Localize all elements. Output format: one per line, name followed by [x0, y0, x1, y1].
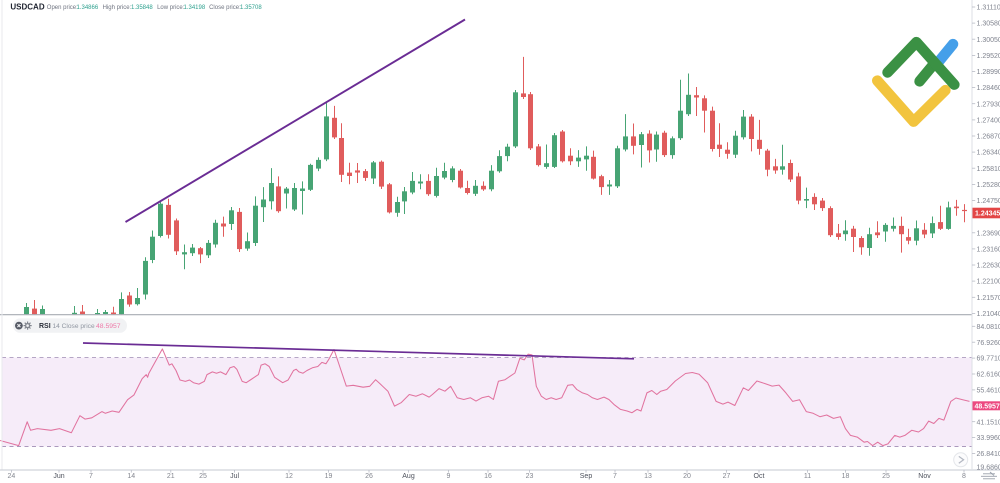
svg-text:27: 27 — [723, 473, 731, 480]
svg-text:18: 18 — [842, 473, 850, 480]
svg-text:55.4610: 55.4610 — [977, 388, 1000, 395]
svg-text:Aug: Aug — [402, 473, 415, 480]
svg-text:1.35708: 1.35708 — [240, 5, 262, 11]
svg-text:12: 12 — [285, 473, 293, 480]
svg-text:Open price:: Open price: — [47, 5, 78, 11]
svg-text:1.30580: 1.30580 — [977, 21, 1000, 28]
svg-text:8: 8 — [962, 473, 966, 480]
svg-text:1.21040: 1.21040 — [977, 311, 1000, 318]
svg-text:1.25810: 1.25810 — [977, 166, 1000, 173]
svg-text:48.5957: 48.5957 — [975, 403, 1000, 410]
svg-text:9: 9 — [447, 473, 451, 480]
svg-text:1.34866: 1.34866 — [77, 5, 99, 11]
svg-text:1.23690: 1.23690 — [977, 230, 1000, 237]
svg-text:1.21570: 1.21570 — [977, 295, 1000, 302]
svg-text:21: 21 — [167, 473, 175, 480]
svg-text:76.9260: 76.9260 — [977, 340, 1000, 347]
svg-text:Nov: Nov — [918, 473, 931, 480]
svg-text:7: 7 — [613, 473, 617, 480]
svg-text:USDCAD: USDCAD — [10, 2, 44, 11]
svg-text:14: 14 — [127, 473, 135, 480]
svg-text:62.6160: 62.6160 — [977, 372, 1000, 379]
svg-text:13: 13 — [644, 473, 652, 480]
svg-text:1.27930: 1.27930 — [977, 101, 1000, 108]
svg-text:24: 24 — [8, 473, 16, 480]
svg-text:1.35848: 1.35848 — [131, 5, 153, 11]
svg-text:33.9960: 33.9960 — [977, 435, 1000, 442]
svg-text:25: 25 — [199, 473, 207, 480]
svg-text:1.26340: 1.26340 — [977, 150, 1000, 157]
svg-text:1.22100: 1.22100 — [977, 279, 1000, 286]
svg-text:1.27400: 1.27400 — [977, 118, 1000, 125]
svg-text:1.22630: 1.22630 — [977, 263, 1000, 270]
svg-text:41.1510: 41.1510 — [977, 419, 1000, 426]
svg-text:1.26870: 1.26870 — [977, 134, 1000, 141]
svg-text:Low price:: Low price: — [157, 5, 185, 11]
svg-text:26: 26 — [365, 473, 373, 480]
svg-text:1.25280: 1.25280 — [977, 182, 1000, 189]
svg-text:48.5957: 48.5957 — [96, 323, 121, 330]
svg-text:Oct: Oct — [754, 473, 765, 480]
svg-text:14 Close price: 14 Close price — [53, 323, 95, 330]
svg-text:7: 7 — [89, 473, 93, 480]
svg-text:RSI: RSI — [39, 323, 51, 330]
svg-text:High price:: High price: — [103, 5, 132, 11]
svg-text:Sep: Sep — [580, 473, 593, 480]
svg-text:11: 11 — [804, 473, 811, 480]
svg-text:Jul: Jul — [230, 473, 239, 480]
svg-text:69.7710: 69.7710 — [977, 356, 1000, 363]
svg-text:1.34198: 1.34198 — [184, 5, 206, 11]
svg-text:1.24345: 1.24345 — [975, 211, 1000, 218]
svg-text:26.8410: 26.8410 — [977, 451, 1000, 458]
svg-text:23: 23 — [526, 473, 534, 480]
svg-text:Jun: Jun — [53, 473, 64, 480]
svg-text:16: 16 — [484, 473, 492, 480]
svg-text:19: 19 — [325, 473, 333, 480]
svg-text:1.24750: 1.24750 — [977, 198, 1000, 205]
svg-text:1.28990: 1.28990 — [977, 69, 1000, 76]
svg-text:25: 25 — [882, 473, 890, 480]
svg-text:19.6860: 19.6860 — [977, 464, 1000, 471]
svg-text:1.29520: 1.29520 — [977, 53, 1000, 60]
svg-text:1.23160: 1.23160 — [977, 247, 1000, 254]
svg-text:1.30050: 1.30050 — [977, 37, 1000, 44]
svg-text:1.31110: 1.31110 — [977, 5, 1000, 12]
svg-text:1.28460: 1.28460 — [977, 85, 1000, 92]
svg-text:20: 20 — [683, 473, 691, 480]
svg-text:Close price:: Close price: — [209, 5, 241, 11]
svg-text:84.0810: 84.0810 — [977, 324, 1000, 331]
